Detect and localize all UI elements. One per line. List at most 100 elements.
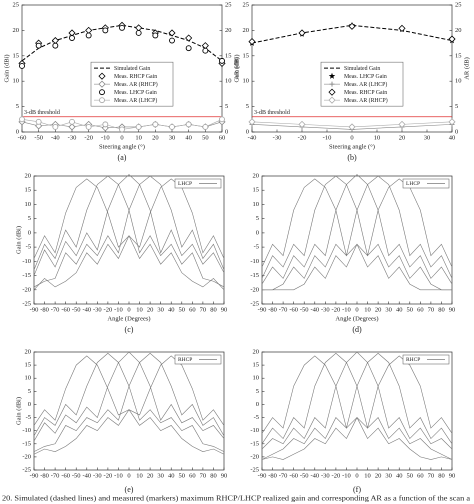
- marker: [68, 29, 76, 37]
- x-tick-label: 20: [147, 306, 154, 313]
- plot-frame: [261, 351, 453, 471]
- y-tick-label: 10: [25, 375, 32, 382]
- x-tick-label: 80: [438, 306, 445, 313]
- y2-tick-label: 25: [455, 1, 462, 8]
- y2-tick-label: 10: [225, 78, 232, 85]
- x-tick-label: 0: [355, 306, 358, 313]
- y-axis-label: Gain (dBi): [15, 226, 22, 254]
- y2-tick-label: 20: [455, 27, 462, 34]
- y-tick-label: -20: [22, 286, 31, 293]
- y-tick-label: 0: [28, 401, 31, 408]
- marker: [19, 63, 25, 69]
- x-tick-label: 40: [396, 306, 403, 313]
- x-tick-label: 0: [127, 306, 130, 313]
- x-tick-label: -40: [51, 134, 60, 141]
- x-tick-label: 10: [136, 472, 143, 479]
- x-axis-label: Angle (Degrees): [335, 315, 378, 322]
- series-line: [261, 174, 453, 285]
- x-tick-label: -30: [273, 134, 282, 141]
- x-tick-label: -20: [332, 472, 341, 479]
- x-tick-label: -40: [248, 134, 257, 141]
- y-tick-label: -5: [254, 244, 259, 251]
- legend-label: Meas. RHCP Gain: [114, 74, 157, 80]
- y-tick-label: -25: [250, 300, 259, 307]
- marker: [102, 27, 109, 34]
- marker: [202, 123, 209, 130]
- y2-tick-label: 0: [455, 128, 458, 135]
- y-tick-label: 20: [253, 172, 260, 179]
- series-line: [261, 351, 453, 450]
- y-tick-label: 10: [13, 78, 20, 85]
- marker: [169, 123, 175, 130]
- x-tick-label: -80: [40, 306, 49, 313]
- y2-axis-label: AR (dB): [463, 57, 470, 80]
- panel-label: (d): [352, 325, 362, 334]
- y-axis-label: Gain (dBi): [233, 55, 240, 83]
- legend-marker: [328, 88, 336, 96]
- x-tick-label: -90: [258, 472, 267, 479]
- x-tick-label: -40: [82, 306, 91, 313]
- legend-label: Meas. LHCP Gain: [344, 74, 387, 80]
- marker: [68, 123, 76, 131]
- marker: [202, 47, 209, 54]
- y-tick-label: 25: [13, 1, 20, 8]
- legend-marker: [328, 96, 336, 104]
- x-tick-label: -80: [268, 472, 277, 479]
- x-tick-label: -90: [258, 306, 267, 313]
- marker: [185, 34, 193, 42]
- x-tick-label: -50: [300, 472, 309, 479]
- legend-label: RHCP: [406, 357, 420, 363]
- x-tick-label: 30: [385, 306, 392, 313]
- y-tick-label: 5: [256, 215, 259, 222]
- y-tick-label: 15: [25, 187, 32, 194]
- y-tick-label: -5: [26, 414, 31, 421]
- x-tick-label: -60: [289, 472, 298, 479]
- plot-frame: [33, 175, 225, 305]
- marker: [135, 29, 142, 36]
- x-tick-label: 70: [200, 472, 207, 479]
- series-line: [262, 178, 453, 291]
- series-line: [261, 352, 453, 460]
- y2-tick-label: 5: [225, 103, 228, 110]
- y-tick-label: 15: [253, 362, 260, 369]
- x-tick-label: 0: [127, 472, 130, 479]
- y-tick-label: -20: [250, 453, 259, 460]
- series-line: [33, 355, 225, 455]
- x-tick-label: 70: [428, 472, 435, 479]
- series-line: [33, 178, 225, 290]
- legend-label: LHCP: [406, 181, 420, 187]
- marker: [448, 35, 456, 43]
- x-tick-label: 40: [185, 134, 192, 141]
- x-tick-label: 30: [385, 472, 392, 479]
- x-tick-label: -10: [342, 306, 351, 313]
- marker: [135, 24, 143, 32]
- legend-label: Meas. AR (RHCP): [344, 97, 388, 104]
- legend-label: Meas. AR (RHCP): [114, 81, 158, 88]
- y-tick-label: -10: [250, 258, 259, 265]
- marker: [119, 126, 125, 133]
- marker: [328, 88, 336, 96]
- x-tick-label: 40: [449, 134, 456, 141]
- marker: [52, 123, 59, 130]
- series-line: [261, 352, 453, 460]
- y-tick-label: 20: [13, 27, 20, 34]
- y2-tick-label: 15: [225, 52, 232, 59]
- x-tick-label: -90: [30, 306, 39, 313]
- x-tick-label: -70: [51, 306, 60, 313]
- x-tick-label: 70: [200, 306, 207, 313]
- y-tick-label: 0: [28, 229, 31, 236]
- y-tick-label: -15: [250, 272, 259, 279]
- y-tick-label: 15: [243, 52, 250, 59]
- x-tick-label: -60: [18, 134, 27, 141]
- series-line: [33, 178, 225, 290]
- x-tick-label: 60: [219, 134, 226, 141]
- marker: [99, 89, 105, 96]
- series-line: [33, 175, 225, 288]
- y2-axis-label: AR (dB): [233, 57, 240, 80]
- x-tick-label: 20: [375, 472, 382, 479]
- y-tick-label: -15: [22, 440, 31, 447]
- series-line: [262, 175, 453, 291]
- legend-marker: [99, 97, 105, 104]
- marker: [69, 118, 75, 125]
